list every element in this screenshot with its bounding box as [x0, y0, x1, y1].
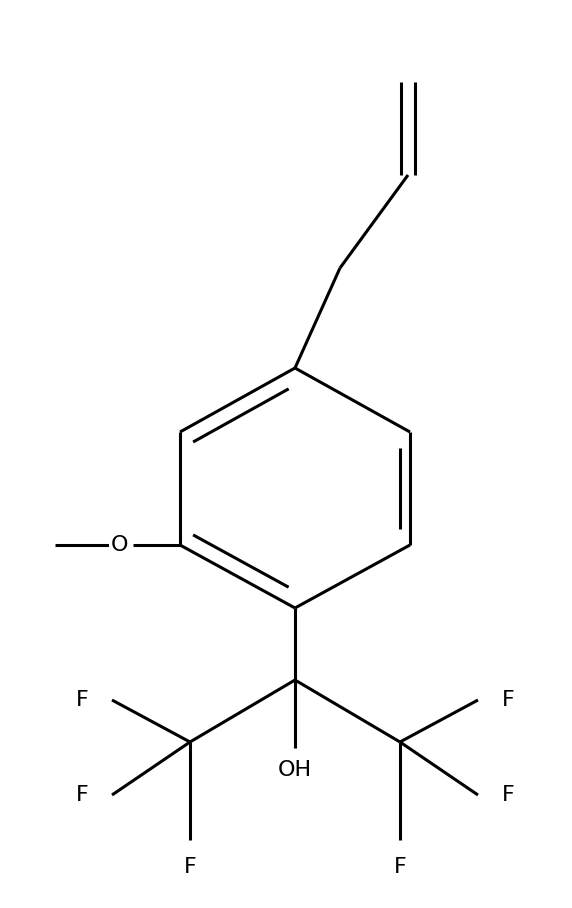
- Text: F: F: [502, 785, 514, 805]
- Text: OH: OH: [278, 760, 312, 780]
- Text: F: F: [76, 785, 89, 805]
- Text: F: F: [184, 857, 196, 877]
- Text: O: O: [111, 535, 129, 555]
- Text: F: F: [394, 857, 406, 877]
- Text: F: F: [76, 690, 89, 710]
- Text: F: F: [502, 690, 514, 710]
